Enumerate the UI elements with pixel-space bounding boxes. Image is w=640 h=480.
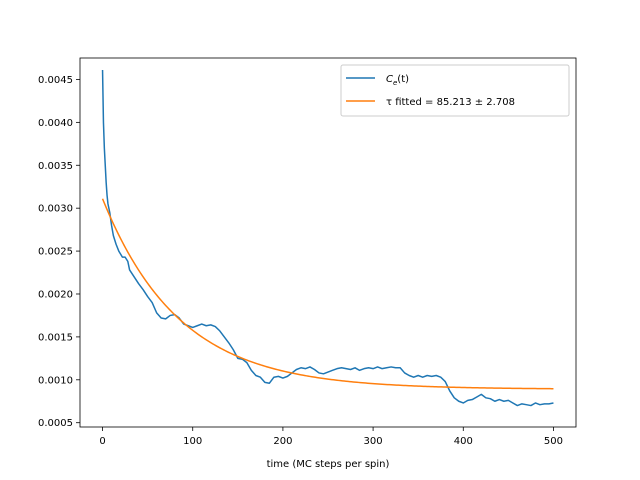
y-tick-label: 0.0045	[38, 75, 73, 86]
y-tick-label: 0.0040	[38, 118, 73, 129]
series-line-ce	[101, 69, 554, 407]
series-line-tau-fitted	[101, 198, 554, 390]
y-tick-label: 0.0020	[38, 289, 73, 300]
legend-box	[340, 64, 570, 117]
x-tick-label: 100	[183, 436, 202, 447]
axis-ticks: 0 100 200 300 400 500 0.0005 0.0010 0.0015 0.0020…	[38, 75, 563, 447]
x-tick-label: 500	[544, 436, 563, 447]
plot-area	[101, 69, 554, 407]
x-axis-label: time (MC steps per spin)	[267, 459, 390, 470]
x-tick-label: 0	[99, 436, 105, 447]
x-tick-label: 200	[273, 436, 292, 447]
legend-label-tau-fitted: τ fitted = 85.213 ± 2.708	[386, 97, 515, 108]
legend: Ce(t) τ fitted = 85.213 ± 2.708	[340, 64, 570, 117]
y-tick-label: 0.0005	[38, 418, 73, 429]
y-tick-label: 0.0015	[38, 332, 73, 343]
y-tick-label: 0.0030	[38, 204, 73, 215]
y-tick-label: 0.0025	[38, 247, 73, 258]
x-tick-label: 300	[364, 436, 383, 447]
legend-label-ce: Ce(t)	[386, 74, 409, 87]
y-tick-label: 0.0035	[38, 161, 73, 172]
axes-frame	[79, 57, 577, 428]
x-tick-label: 400	[454, 436, 473, 447]
y-tick-label: 0.0010	[38, 375, 73, 386]
